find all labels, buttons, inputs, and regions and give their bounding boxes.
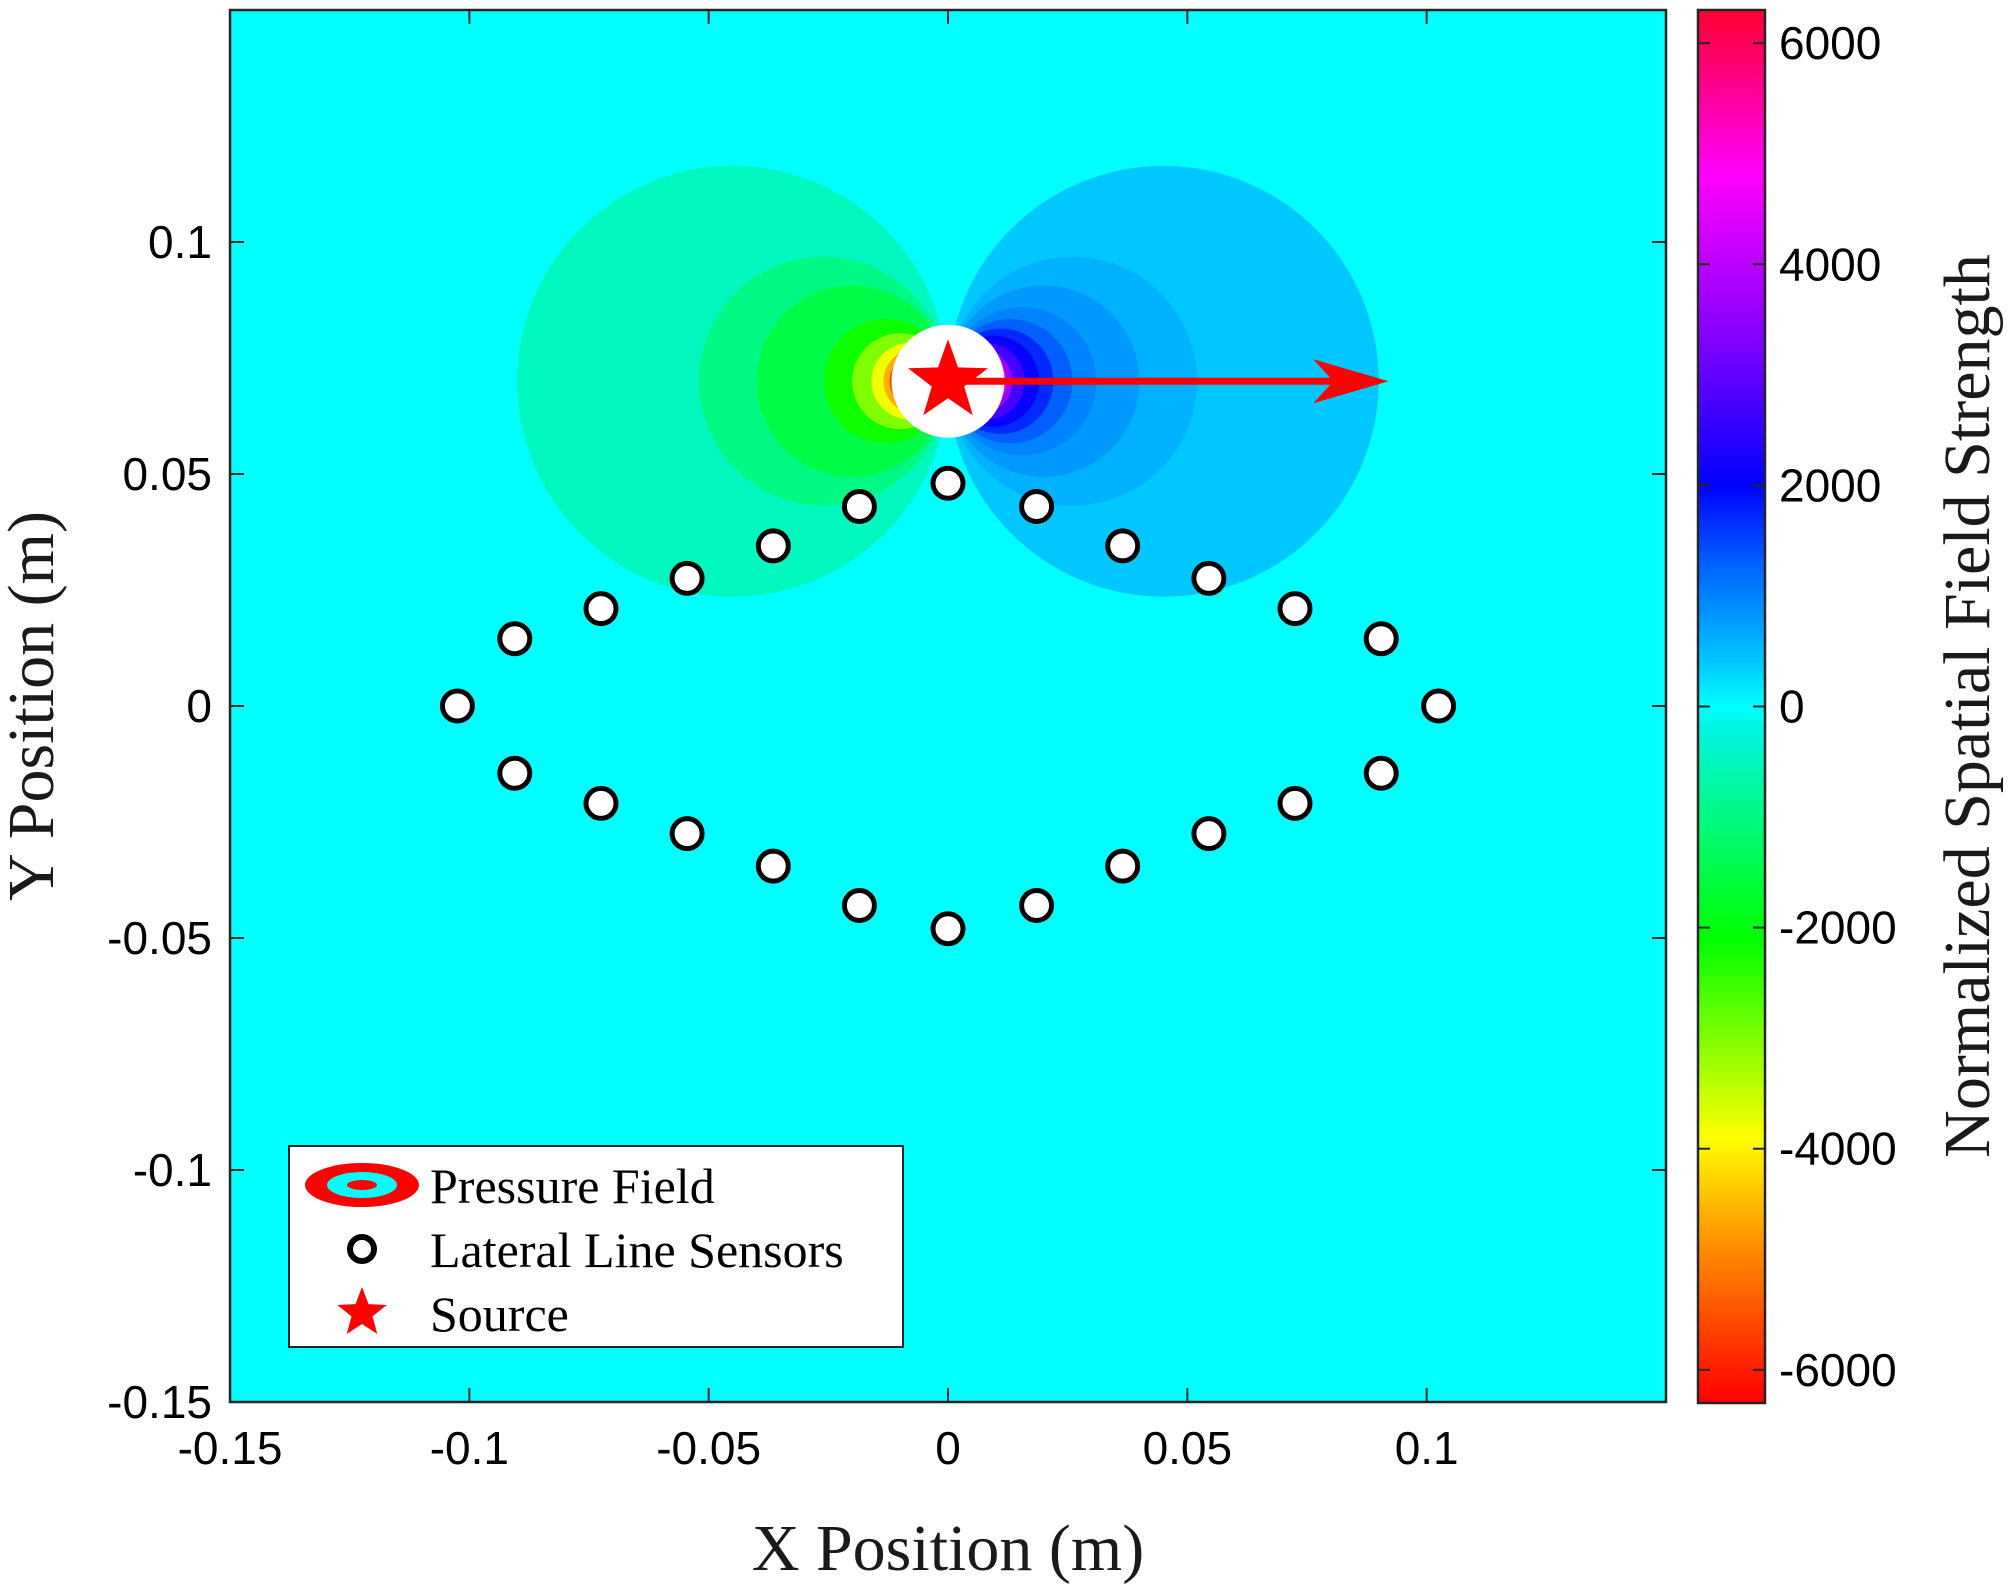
sensor-point xyxy=(1191,560,1227,596)
y-tick-label: 0.1 xyxy=(148,216,212,268)
x-tick-label: -0.1 xyxy=(430,1422,509,1474)
sensor-point xyxy=(497,755,533,791)
vector-arrowhead xyxy=(1313,359,1389,404)
x-tick-label: -0.05 xyxy=(656,1422,761,1474)
y-tick-label: -0.05 xyxy=(107,912,212,964)
sensor-point xyxy=(1363,755,1399,791)
sensor-point xyxy=(1277,785,1313,821)
colorbar-tick-label: 2000 xyxy=(1779,459,1881,511)
x-tick-label: 0.05 xyxy=(1143,1422,1233,1474)
sensor-point xyxy=(1019,489,1055,524)
sensor-point xyxy=(1105,848,1141,884)
y-tick-label: 0 xyxy=(186,680,212,732)
legend-entry-lateral-line-sensors: Lateral Line Sensors xyxy=(347,1222,844,1278)
pressure-field-swatch-icon xyxy=(305,1163,419,1207)
colorbar-tick-label: -2000 xyxy=(1779,902,1897,954)
sensor-point xyxy=(930,465,966,501)
lateral-line-sensors xyxy=(439,465,1457,947)
sensor-point xyxy=(1191,816,1227,852)
sensor-point xyxy=(755,528,791,564)
legend-star-shape xyxy=(337,1287,387,1334)
colorbar-tick-label: 4000 xyxy=(1779,238,1881,290)
colorbar: 6000 4000 2000 0 -2000 -4000 -6000 xyxy=(1696,8,1897,1405)
source-star-icon xyxy=(337,1287,387,1334)
source-star xyxy=(908,339,988,416)
legend: Pressure Field Lateral Line Sensors Sour… xyxy=(288,1145,904,1348)
colorbar-title: Normalized Spatial Field Strength xyxy=(1931,254,2004,1158)
legend-entry-pressure-field: Pressure Field xyxy=(305,1158,715,1214)
sensor-point xyxy=(1421,688,1457,724)
velocity-vector xyxy=(948,359,1389,404)
x-tick-label: -0.15 xyxy=(178,1422,283,1474)
sensor-point xyxy=(583,591,619,627)
colorbar-tick-label: 0 xyxy=(1779,681,1805,733)
x-tick-label: 0.1 xyxy=(1395,1422,1459,1474)
sensor-point xyxy=(841,888,877,923)
sensor-point xyxy=(669,560,705,596)
sensor-point xyxy=(841,489,877,524)
y-tick-label: -0.15 xyxy=(107,1376,212,1428)
sensor-point xyxy=(1105,528,1141,564)
source-marker xyxy=(908,339,988,416)
sensor-point xyxy=(497,621,533,657)
legend-label-pressure-field: Pressure Field xyxy=(430,1158,715,1214)
legend-label-lateral-line-sensors: Lateral Line Sensors xyxy=(430,1222,844,1278)
sensor-point xyxy=(583,785,619,821)
colorbar-ticks: 6000 4000 2000 0 -2000 -4000 -6000 xyxy=(1698,17,1897,1396)
x-axis-ticks: -0.15 -0.1 -0.05 0 0.05 0.1 xyxy=(178,10,1459,1474)
sensor-point xyxy=(669,816,705,852)
sensor-point xyxy=(439,688,475,724)
colorbar-tick-label: -4000 xyxy=(1779,1123,1897,1175)
y-axis-title: Y Position (m) xyxy=(0,511,68,901)
y-tick-label: -0.1 xyxy=(133,1144,212,1196)
sensor-point xyxy=(1363,621,1399,657)
y-tick-label: 0.05 xyxy=(122,448,212,500)
sensor-point xyxy=(755,848,791,884)
x-axis-title: X Position (m) xyxy=(752,1512,1144,1585)
legend-label-source: Source xyxy=(430,1286,569,1342)
sensor-point xyxy=(1277,591,1313,627)
y-axis-ticks: -0.15 -0.1 -0.05 0 0.05 0.1 xyxy=(107,216,1666,1428)
x-tick-label: 0 xyxy=(935,1422,961,1474)
sensor-swatch-icon xyxy=(347,1234,377,1264)
colorbar-tick-label: 6000 xyxy=(1779,17,1881,69)
colorbar-tick-label: -6000 xyxy=(1779,1344,1897,1396)
legend-entry-source: Source xyxy=(337,1286,569,1342)
sensor-point xyxy=(930,911,966,947)
sensor-point xyxy=(1019,888,1055,923)
